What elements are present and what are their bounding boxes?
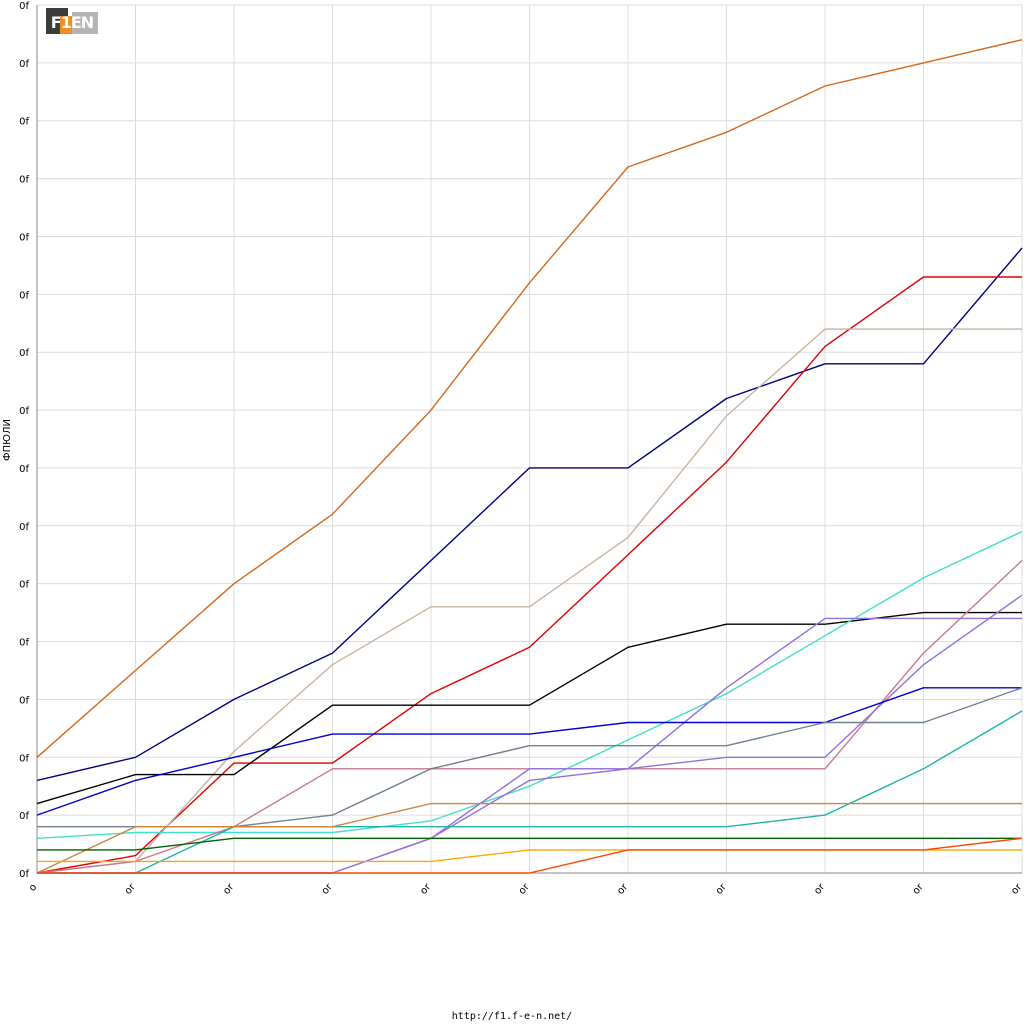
x-tick-label: or	[320, 881, 336, 897]
series-line-3	[36, 276, 1022, 874]
y-tick-labels: 0f 0f 0f 0f 0f 0f 0f 0f 0f 0f 0f 0f 0f 0f 0f 0f	[19, 1, 29, 880]
series-line-13	[36, 802, 1022, 874]
logo-text: F1EN	[51, 13, 93, 32]
series-line-16	[37, 837, 1023, 874]
y-tick-label: 0f	[19, 753, 29, 764]
footer-url: http://f1.f-e-n.net/	[451, 1011, 573, 1022]
grid-lines	[36, 4, 1023, 874]
y-tick-label: 0f	[19, 290, 29, 301]
y-tick-label: 0f	[19, 59, 29, 70]
series-line-14	[37, 837, 1022, 851]
x-tick-label: or	[812, 881, 828, 897]
series-line-10	[36, 687, 1022, 816]
x-tick-label: or	[1009, 881, 1024, 897]
x-tick-label: or	[615, 881, 631, 897]
y-tick-label: 0f	[19, 522, 29, 533]
y-tick-label: 0f	[19, 464, 29, 475]
series-line-4	[36, 328, 1022, 874]
x-tick-label: or	[221, 881, 237, 897]
series-line-6	[36, 530, 1023, 839]
x-tick-label: o	[27, 882, 39, 894]
series-lines	[36, 39, 1023, 874]
y-tick-label: 0f	[19, 348, 29, 359]
x-tick-label: or	[911, 881, 927, 897]
y-tick-label: 0f	[19, 695, 29, 706]
y-tick-label: 0f	[19, 638, 29, 649]
series-line-5	[36, 611, 1022, 805]
series-line-2	[36, 247, 1023, 782]
x-tick-label: or	[517, 881, 533, 897]
logo-orange-block	[60, 16, 72, 34]
y-tick-label: 0f	[19, 1, 29, 12]
y-tick-label: 0f	[19, 406, 29, 417]
y-tick-label: 0f	[19, 580, 29, 591]
y-tick-label: 0f	[19, 175, 29, 186]
series-line-1	[36, 39, 1023, 758]
logo: F1EN	[46, 8, 98, 34]
x-tick-label: or	[714, 881, 730, 897]
logo-light-block	[72, 12, 98, 34]
x-tick-label: or	[123, 881, 139, 897]
y-tick-label: 0f	[19, 811, 29, 822]
x-tick-label: or	[418, 881, 434, 897]
y-axis-label: ФПЮЛИ	[2, 419, 13, 461]
y-tick-label: 0f	[19, 869, 29, 880]
y-tick-label: 0f	[19, 232, 29, 243]
y-tick-label: 0f	[19, 117, 29, 128]
x-tick-labels: o or or or or or or or or or or	[27, 881, 1024, 897]
